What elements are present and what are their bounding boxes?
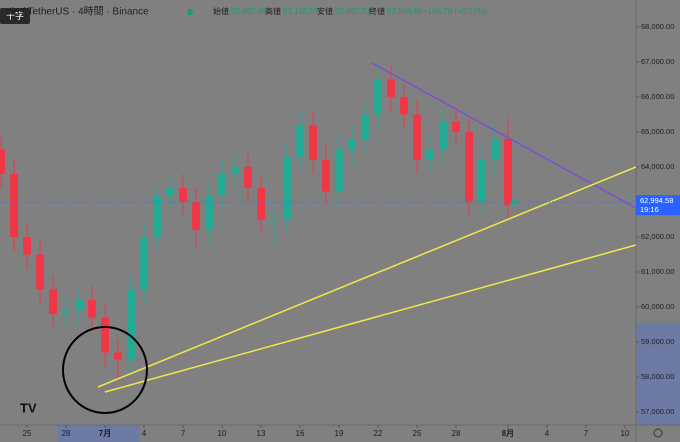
x-tick-label: 25 [23,429,32,438]
ohlc-label: 終値 [369,6,385,16]
candle-body [49,289,57,315]
y-tick-label: 65,000.00 [641,127,674,136]
crosshair-button[interactable] [0,8,30,24]
y-tick-label: 67,000.00 [641,57,674,66]
axis-range-highlight [636,323,680,425]
candle-body [270,219,278,221]
ohlc-value: 62,887.87 [335,7,371,16]
candle-body [348,138,356,150]
settings-icon[interactable] [653,428,663,438]
x-tick-label: 28 [452,429,461,438]
candle-body [127,289,135,360]
candle-body [413,114,421,160]
x-range-highlight [58,425,140,442]
x-tick-label: 7 [584,429,589,438]
trend-line [97,166,637,388]
candle-body [335,149,343,192]
trend-line [371,62,637,209]
candle-body [88,300,96,318]
candle-body [439,121,447,150]
circle-drawing [62,326,148,414]
candle-body [192,201,200,231]
y-tick-label: 62,000.00 [641,232,674,241]
y-tick-label: 57,000.00 [641,407,674,416]
x-tick-label: 25 [413,429,422,438]
ohlc-value: 62,887.88 [231,7,267,16]
candle-body [218,173,226,195]
candle-body [231,166,239,174]
x-tick-label: 7 [181,429,186,438]
x-tick-label: 19 [335,429,344,438]
y-tick-label: 66,000.00 [641,92,674,101]
candle-body [205,194,213,231]
candle-body [400,96,408,115]
candle-body [504,138,512,206]
candle-body [426,149,434,160]
crosshair-label: 十字 [6,10,24,21]
candle-body [491,138,499,160]
x-tick-label: 8月 [502,429,514,438]
x-tick-label: 10 [620,429,629,438]
candle-body [322,159,330,192]
x-tick-label: 10 [218,429,227,438]
x-tick-label: 28 [62,429,71,438]
candle-body [0,149,5,174]
candle-body [140,237,148,290]
trend-line [104,244,637,393]
candle-body [62,310,70,315]
candle-body [10,173,18,238]
ohlc-label: 高値 [265,6,281,16]
candle-body [114,352,122,360]
candle-body [452,121,460,132]
candle-body [465,131,473,202]
ohlc-change: +106.70 (+0.17%) [423,7,487,16]
candle-body [374,79,382,115]
candle-body [153,194,161,238]
y-tick-label: 61,000.00 [641,267,674,276]
symbol: oin / TetherUS · 4時間 · Binance [6,6,149,18]
candle-body [361,114,369,139]
y-tick-label: 58,000.00 [641,372,674,381]
countdown: 19:16 [640,205,659,214]
x-tick-label: 13 [257,429,266,438]
x-tick-label: 16 [296,429,305,438]
candle-body [387,79,395,97]
candle-body [309,124,317,160]
candle-body [36,254,44,290]
x-tick-label: 4 [545,429,550,438]
candle-body [23,237,31,255]
plot [0,61,519,381]
candle-body [283,156,291,220]
logo: TV [20,400,37,415]
ohlc-value: 62,994.58 [387,7,423,16]
y-tick-label: 59,000.00 [641,337,674,346]
last-price-label: 62,994.58 [640,196,673,205]
y-tick-label: 68,000.00 [641,22,674,31]
ohlc-label: 安値 [317,6,333,16]
candle-body [166,187,174,195]
candle-body [101,317,109,353]
candle-body [75,300,83,311]
candle-body [179,187,187,202]
ohlc-label: 始値 [213,6,229,16]
x-tick-label: 4 [142,429,147,438]
candle-body [510,202,519,206]
candle-body [257,187,265,220]
status-dot [187,9,193,15]
candle-body [478,159,486,202]
y-tick-label: 64,000.00 [641,162,674,171]
x-tick-label: 7月 [99,429,111,438]
candle-body [296,124,304,157]
last-price-box [636,195,680,216]
ohlc-value: 63,106.55 [283,7,319,16]
candle-body [244,166,252,188]
x-tick-label: 22 [374,429,383,438]
y-tick-label: 60,000.00 [641,302,674,311]
